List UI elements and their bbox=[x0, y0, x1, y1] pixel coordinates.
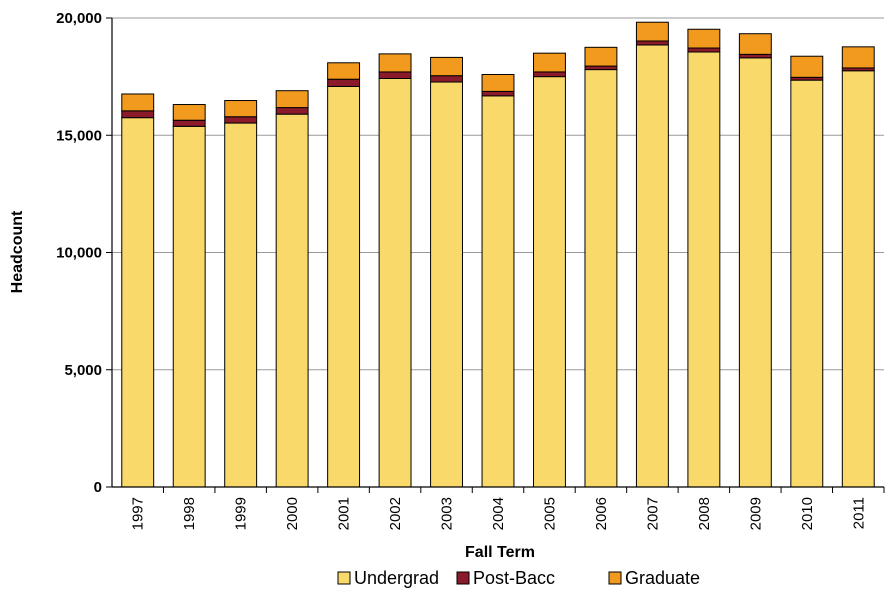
bar-segment-undergrad bbox=[327, 85, 361, 488]
bar-segment-graduate bbox=[481, 74, 515, 92]
y-tick-label: 0 bbox=[94, 479, 102, 496]
bar-segment-graduate bbox=[121, 93, 155, 112]
bar-segment-post-bacc bbox=[224, 116, 258, 124]
x-tick-label: 2003 bbox=[439, 497, 456, 530]
y-tick-label: 5,000 bbox=[64, 362, 102, 379]
bar-segment-graduate bbox=[430, 56, 463, 77]
bar-segment-undergrad bbox=[172, 125, 206, 488]
bar-segment-undergrad bbox=[224, 122, 258, 488]
y-axis-title: Headcount bbox=[9, 210, 26, 293]
legend-swatch bbox=[337, 571, 351, 585]
bar-segment-post-bacc bbox=[327, 78, 361, 87]
legend-swatch bbox=[608, 571, 622, 585]
bar-segment-undergrad bbox=[430, 81, 463, 488]
bar-segment-post-bacc bbox=[275, 107, 309, 115]
x-tick-label: 1999 bbox=[233, 497, 250, 530]
bar-segment-post-bacc bbox=[635, 40, 669, 46]
bar-segment-undergrad bbox=[738, 57, 772, 488]
x-tick-label: 2007 bbox=[644, 497, 661, 530]
bars bbox=[121, 21, 875, 488]
bar-segment-post-bacc bbox=[430, 75, 463, 83]
x-tick-label: 2004 bbox=[490, 497, 507, 530]
bar-segment-undergrad bbox=[635, 44, 669, 488]
bar-segment-post-bacc bbox=[584, 65, 618, 71]
x-tick-label: 2011 bbox=[850, 497, 867, 529]
x-tick-label: 2010 bbox=[799, 497, 816, 530]
x-tick-label: 2009 bbox=[747, 497, 764, 530]
bar-segment-undergrad bbox=[378, 78, 412, 488]
bar-segment-undergrad bbox=[790, 79, 824, 488]
legend-swatch bbox=[456, 571, 470, 585]
bar-segment-post-bacc bbox=[378, 71, 412, 80]
bar-segment-graduate bbox=[687, 28, 721, 49]
y-axis-ticks: 0 5,000 10,000 15,000 20,000 bbox=[56, 10, 112, 496]
legend-label: Graduate bbox=[625, 568, 700, 588]
x-tick-label: 2002 bbox=[387, 497, 404, 530]
legend-label: Undergrad bbox=[354, 568, 439, 588]
legend-label: Post-Bacc bbox=[473, 568, 555, 588]
bar-segment-post-bacc bbox=[121, 110, 155, 119]
bar-segment-undergrad bbox=[533, 76, 566, 488]
legend: Undergrad Post-Bacc Graduate bbox=[337, 568, 700, 588]
bar-segment-graduate bbox=[533, 52, 566, 73]
bar-segment-graduate bbox=[275, 90, 309, 109]
bar-segment-post-bacc bbox=[738, 53, 772, 59]
bar-segment-graduate bbox=[635, 21, 669, 42]
y-tick-label: 15,000 bbox=[56, 127, 102, 144]
x-tick-label: 1997 bbox=[130, 497, 147, 530]
bar-segment-post-bacc bbox=[172, 119, 206, 127]
x-axis-title: Fall Term bbox=[465, 544, 535, 561]
x-tick-label: 2008 bbox=[696, 497, 713, 530]
y-tick-label: 20,000 bbox=[56, 10, 102, 27]
bar-segment-graduate bbox=[584, 46, 618, 67]
bar-segment-graduate bbox=[790, 55, 824, 78]
x-tick-label: 2000 bbox=[284, 497, 301, 530]
bar-segment-graduate bbox=[841, 46, 875, 69]
bar-segment-graduate bbox=[172, 104, 206, 121]
x-tick-label: 2006 bbox=[593, 497, 610, 530]
bar-segment-post-bacc bbox=[481, 90, 515, 97]
bar-segment-graduate bbox=[327, 62, 361, 80]
bar-segment-undergrad bbox=[275, 113, 309, 488]
x-tick-label: 1998 bbox=[181, 497, 198, 530]
bar-segment-undergrad bbox=[121, 117, 155, 488]
y-tick-label: 10,000 bbox=[56, 245, 102, 262]
bar-segment-undergrad bbox=[687, 51, 721, 488]
bar-segment-undergrad bbox=[841, 70, 875, 488]
bar-segment-graduate bbox=[224, 100, 258, 118]
bar-segment-undergrad bbox=[584, 69, 618, 488]
bar-segment-graduate bbox=[378, 53, 412, 73]
x-axis-ticks: 1997 1998 1999 2000 2001 2002 2003 2004 2005 2006… bbox=[130, 487, 885, 530]
x-tick-label: 2005 bbox=[541, 497, 558, 530]
bar-segment-graduate bbox=[738, 33, 772, 55]
bar-segment-undergrad bbox=[481, 95, 515, 488]
bar-segment-post-bacc bbox=[687, 47, 721, 53]
x-tick-label: 2001 bbox=[336, 497, 353, 530]
bar-segment-post-bacc bbox=[533, 71, 566, 78]
